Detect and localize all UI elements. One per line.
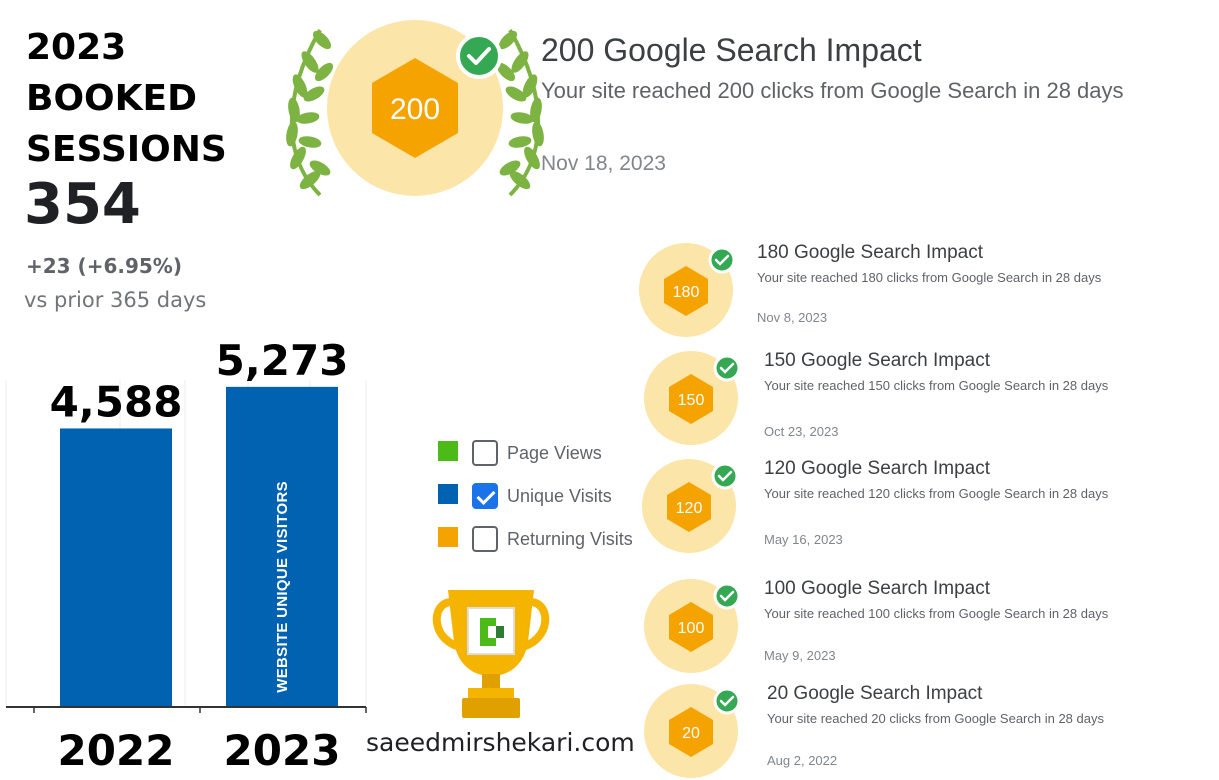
legend-unique-visits[interactable]: Unique Visits	[438, 483, 648, 511]
milestone-description: Your site reached 120 clicks from Google…	[764, 486, 1109, 501]
legend-label: Unique Visits	[507, 486, 612, 506]
bar-2023	[226, 386, 338, 707]
milestone-description: Your site reached 100 clicks from Google…	[764, 606, 1109, 621]
big-impact-description: Your site reached 200 clicks from Google…	[541, 78, 1124, 103]
bar-category-label: 2022	[58, 726, 175, 775]
milestone-20: 20 20 Google Search Impact Your site rea…	[643, 683, 1213, 780]
booked-title-year: 2023	[26, 27, 127, 68]
booked-sessions-value: 354	[24, 172, 141, 237]
legend-swatch-orange	[438, 527, 458, 547]
legend-returning-visits[interactable]: Returning Visits	[438, 526, 648, 554]
laurel-badge-graphic: 200	[286, 20, 544, 197]
milestone-badge-number: 150	[678, 392, 705, 409]
milestone-title: 100 Google Search Impact	[764, 578, 991, 599]
milestone-150: 150 150 Google Search Impact Your site r…	[643, 350, 1213, 460]
bar-category-label: 2023	[224, 726, 341, 775]
big-impact-title: 200 Google Search Impact	[541, 32, 922, 68]
check-icon	[713, 354, 741, 382]
milestone-badge-number: 20	[682, 725, 700, 742]
bar-inner-label: WEBSITE UNIQUE VISITORS	[274, 481, 291, 693]
check-icon	[456, 33, 502, 79]
page-views-checkbox[interactable]	[472, 440, 498, 466]
laurel-left-icon	[286, 29, 334, 197]
check-icon	[713, 687, 741, 715]
milestone-badge: 150	[644, 351, 741, 445]
unique-visits-checkbox[interactable]	[472, 483, 498, 509]
badge-hexagon	[372, 58, 458, 158]
milestone-date: Aug 2, 2022	[767, 753, 838, 768]
milestone-description: Your site reached 150 clicks from Google…	[764, 378, 1109, 393]
booked-sessions-compare: vs prior 365 days	[24, 288, 207, 312]
milestone-badge: 120	[642, 459, 739, 553]
legend-label: Page Views	[507, 443, 602, 463]
bar-2022	[60, 428, 172, 707]
milestone-description: Your site reached 180 clicks from Google…	[757, 270, 1102, 285]
bar-value-label: 5,273	[216, 340, 349, 385]
milestone-date: May 16, 2023	[764, 532, 843, 547]
big-impact-badge: 200	[280, 10, 550, 210]
milestone-120: 120 120 Google Search Impact Your site r…	[641, 458, 1211, 568]
returning-visits-checkbox[interactable]	[472, 526, 498, 552]
milestone-badge-number: 100	[678, 620, 705, 637]
milestone-badge: 180	[639, 243, 736, 337]
milestone-badge: 100	[644, 579, 741, 673]
check-icon	[711, 462, 739, 490]
big-impact-date: Nov 18, 2023	[541, 152, 666, 175]
milestone-description: Your site reached 20 clicks from Google …	[767, 711, 1104, 726]
milestone-title: 120 Google Search Impact	[764, 458, 991, 479]
milestone-date: Oct 23, 2023	[764, 424, 839, 439]
unique-visitors-chart: 4,588 2022 5,273 2023 WEBSITE UNIQUE VISITOR…	[0, 340, 370, 780]
booked-sessions-delta: +23 (+6.95%)	[26, 254, 182, 278]
check-icon	[708, 246, 736, 274]
milestone-title: 150 Google Search Impact	[764, 350, 991, 371]
milestone-date: Nov 8, 2023	[757, 310, 828, 325]
big-badge-number: 200	[390, 93, 440, 126]
trophy-icon	[430, 582, 552, 722]
legend-label: Returning Visits	[507, 529, 633, 549]
check-icon	[713, 582, 741, 610]
bar-chart-svg: 4,588 2022 5,273 2023 WEBSITE UNIQUE VISITOR…	[5, 340, 367, 775]
legend-page-views[interactable]: Page Views	[438, 440, 648, 468]
milestone-180: 180 180 Google Search Impact Your site r…	[638, 242, 1208, 352]
legend-swatch-green	[438, 441, 458, 461]
milestone-date: May 9, 2023	[764, 648, 836, 663]
milestone-badge-number: 180	[673, 284, 700, 301]
milestone-badge-number: 120	[676, 500, 703, 517]
milestone-title: 20 Google Search Impact	[767, 683, 983, 704]
booked-sessions-heading: 2023 BOOKED SESSIONS	[26, 22, 256, 175]
milestone-100: 100 100 Google Search Impact Your site r…	[643, 578, 1213, 688]
laurel-right-icon	[496, 29, 544, 197]
legend-swatch-blue	[438, 484, 458, 504]
bar-value-label: 4,588	[50, 377, 183, 426]
booked-title-word1: BOOKED	[26, 78, 198, 119]
booked-title-word2: SESSIONS	[26, 129, 227, 170]
milestone-badge: 20	[644, 684, 741, 778]
site-url: saeedmirshekari.com	[366, 728, 635, 757]
milestone-title: 180 Google Search Impact	[757, 242, 984, 263]
